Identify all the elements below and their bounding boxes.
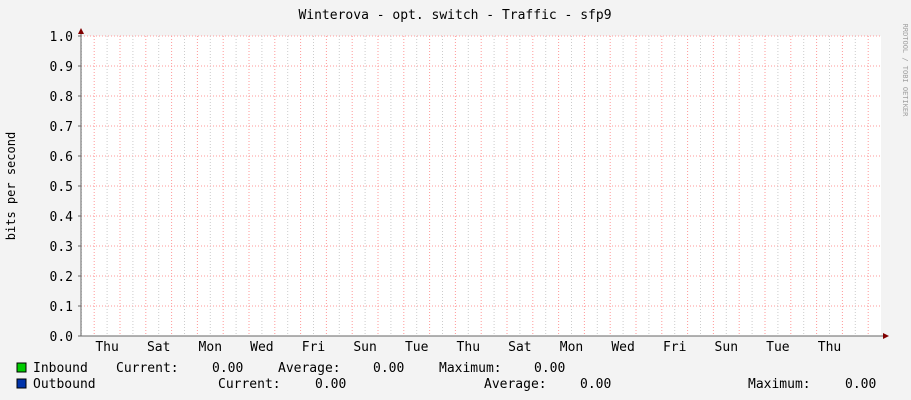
inbound-maximum: 0.00 [534,361,565,376]
x-tick-label: Thu [95,340,118,355]
inbound-name: Inbound [33,361,88,376]
legend-outbound: Outbound Current: 0.00 Average: 0.00 Max… [16,377,876,392]
x-tick-label: Mon [560,340,583,355]
legend-inbound: Inbound Current: 0.00 Average: 0.00 Maxi… [16,361,565,376]
inbound-swatch [16,362,27,373]
y-tick-label: 0.6 [50,150,73,165]
y-tick-label: 0.2 [50,270,73,285]
outbound-maximum-label: Maximum: [748,377,811,392]
x-tick-label: Thu [818,340,841,355]
x-tick-label: Fri [663,340,686,355]
y-tick-label: 0.4 [50,210,74,225]
y-tick-label: 0.0 [50,330,73,345]
y-tick-label: 0.1 [50,300,73,315]
x-tick-label: Fri [302,340,325,355]
x-tick-label: Sat [508,340,531,355]
inbound-current-label: Current: [116,361,179,376]
y-tick-label: 0.9 [50,60,73,75]
inbound-current: 0.00 [212,361,243,376]
y-tick-label: 0.5 [50,180,73,195]
inbound-average: 0.00 [373,361,404,376]
x-axis-arrow [883,333,889,339]
y-tick-label: 0.7 [50,120,73,135]
inbound-average-label: Average: [278,361,341,376]
x-tick-label: Sat [147,340,170,355]
outbound-current-label: Current: [218,377,281,392]
rrdtool-watermark: RRDTOOL / TOBI OETIKER [901,24,909,118]
inbound-maximum-label: Maximum: [439,361,502,376]
outbound-maximum: 0.00 [845,377,876,392]
x-tick-label: Sun [715,340,738,355]
y-axis-arrow [78,28,84,34]
x-tick-label: Mon [199,340,222,355]
outbound-name: Outbound [33,377,96,392]
x-tick-label: Thu [457,340,480,355]
y-tick-label: 0.3 [50,240,73,255]
outbound-average-label: Average: [484,377,547,392]
x-tick-label: Tue [766,340,790,355]
chart-title: Winterova - opt. switch - Traffic - sfp9 [298,8,611,23]
y-axis-label: bits per second [4,132,18,240]
outbound-average: 0.00 [580,377,611,392]
x-tick-label: Wed [250,340,273,355]
x-tick-label: Sun [353,340,376,355]
outbound-swatch [16,378,27,389]
outbound-current: 0.00 [315,377,346,392]
y-tick-label: 0.8 [50,90,73,105]
y-tick-label: 1.0 [50,30,73,45]
x-tick-label: Tue [405,340,429,355]
x-tick-label: Wed [611,340,634,355]
